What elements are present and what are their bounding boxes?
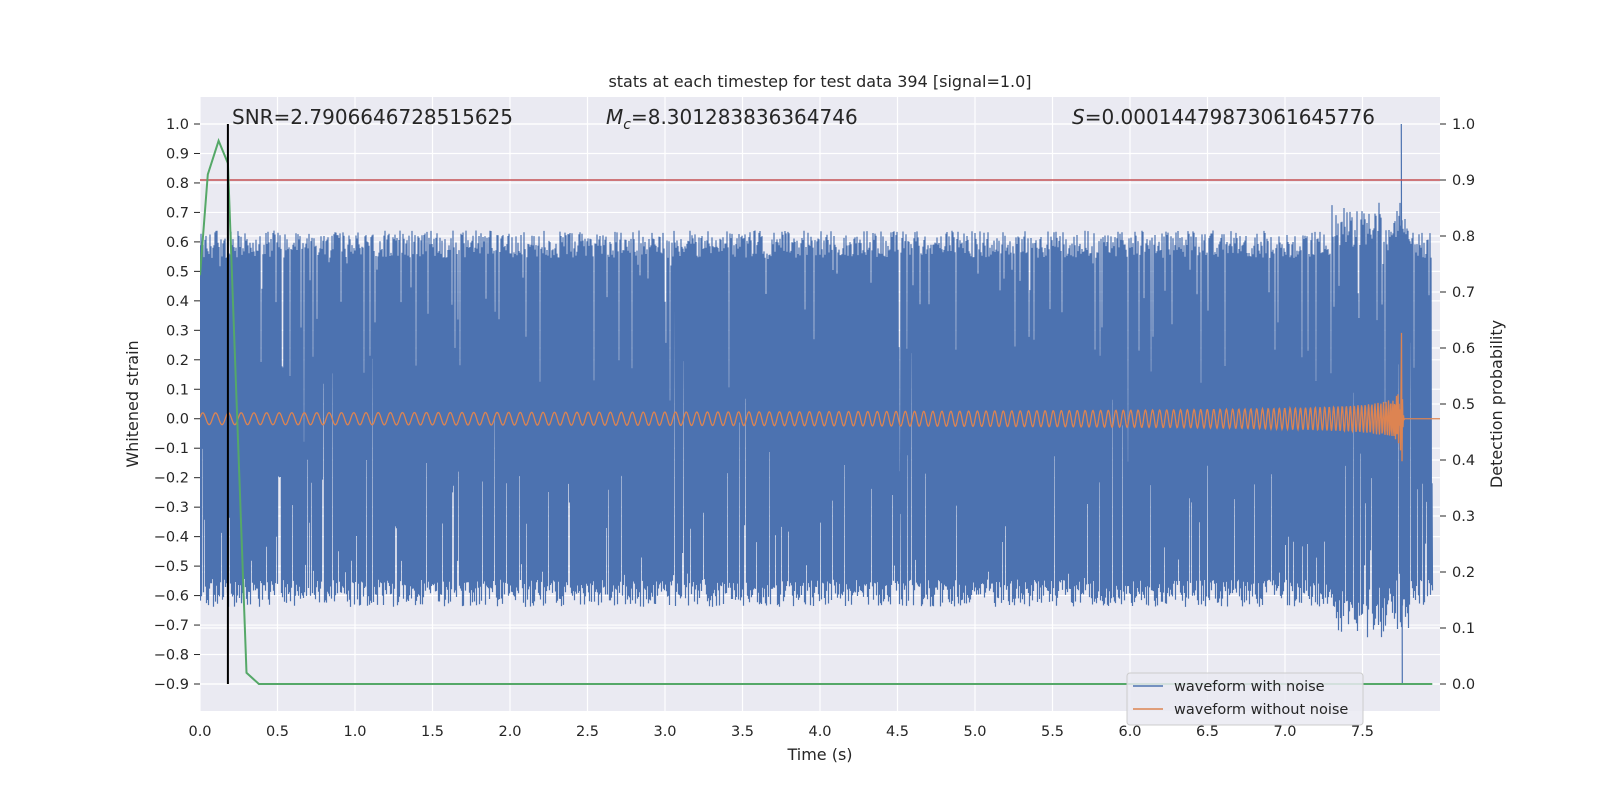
- x-tick-label: 0.0: [188, 724, 211, 740]
- y-right-tick-label: 0.9: [1452, 173, 1475, 189]
- y-left-tick-label: 0.0: [166, 412, 189, 428]
- x-tick-label: 6.5: [1196, 724, 1219, 740]
- y-left-tick-label: 0.9: [166, 146, 189, 162]
- legend-noise-label: waveform with noise: [1174, 679, 1325, 695]
- y-left-tick-label: 0.1: [166, 382, 189, 398]
- y-right-tick-label: 0.5: [1452, 397, 1475, 413]
- x-tick-label: 4.0: [808, 724, 831, 740]
- y-right-tick-label: 0.7: [1452, 285, 1475, 301]
- x-tick-label: 3.5: [731, 724, 754, 740]
- y-left-tick-label: 0.8: [166, 176, 189, 192]
- x-axis-ticks: 0.0 0.5 1.0 1.5 2.0 2.5 3.0 3.5 4.0 4.5 5.0 5.5 6.0 6…: [188, 724, 1374, 740]
- y-left-tick-label: −0.1: [154, 441, 189, 457]
- y-left-tick-label: −0.7: [154, 618, 189, 634]
- legend-clean-label: waveform without noise: [1174, 702, 1348, 718]
- x-tick-label: 7.5: [1351, 724, 1374, 740]
- x-tick-label: 7.0: [1273, 724, 1296, 740]
- chirp-mass-annotation: Mc=8.301283836364746: [606, 105, 858, 133]
- x-tick-label: 4.5: [886, 724, 909, 740]
- legend: waveform with noise waveform without noi…: [1126, 672, 1364, 726]
- y-right-tick-label: 0.4: [1452, 453, 1475, 469]
- y-left-tick-label: −0.6: [154, 589, 189, 605]
- y-left-tick-label: 0.2: [166, 353, 189, 369]
- y-axis-right-label: Detection probability: [1487, 320, 1506, 488]
- y-right-tick-label: 0.6: [1452, 341, 1475, 357]
- y-left-tick-label: −0.9: [154, 677, 189, 693]
- x-tick-label: 1.5: [421, 724, 444, 740]
- y-left-tick-label: 0.7: [166, 205, 189, 221]
- y-right-tick-label: 0.3: [1452, 509, 1475, 525]
- y-right-tick-label: 1.0: [1452, 117, 1475, 133]
- waveform-without-noise-line: [200, 332, 1440, 462]
- y-right-tick-label: 0.1: [1452, 621, 1475, 637]
- y-right-tick-label: 0.0: [1452, 677, 1475, 693]
- y-right-tick-label: 0.8: [1452, 229, 1475, 245]
- y-axis-left-ticks: 1.0 0.9 0.8 0.7 0.6 0.5 0.4 0.3 0.2 0.1 0.0 −0.1 −0.…: [154, 117, 200, 693]
- x-tick-label: 3.0: [653, 724, 676, 740]
- x-tick-label: 6.0: [1118, 724, 1141, 740]
- x-tick-label: 0.5: [266, 724, 289, 740]
- chart-title: stats at each timestep for test data 394…: [608, 72, 1031, 91]
- x-axis-label: Time (s): [786, 745, 852, 764]
- x-tick-label: 5.0: [963, 724, 986, 740]
- y-left-tick-label: −0.2: [154, 471, 189, 487]
- y-left-tick-label: −0.3: [154, 500, 189, 516]
- y-left-tick-label: −0.8: [154, 648, 189, 664]
- y-axis-left-label: Whitened strain: [123, 340, 142, 467]
- snr-annotation: SNR=2.7906646728515625: [232, 105, 513, 129]
- y-left-tick-label: −0.4: [154, 530, 189, 546]
- x-tick-label: 5.5: [1041, 724, 1064, 740]
- detection-probability-line: [200, 137, 1433, 685]
- y-right-tick-label: 0.2: [1452, 565, 1475, 581]
- y-left-tick-label: 0.5: [166, 264, 189, 280]
- legend-box: [1126, 672, 1364, 726]
- y-left-tick-label: 0.3: [166, 323, 189, 339]
- y-left-tick-label: −0.5: [154, 559, 189, 575]
- y-left-tick-label: 0.4: [166, 294, 189, 310]
- x-tick-label: 2.5: [576, 724, 599, 740]
- x-tick-label: 2.0: [498, 724, 521, 740]
- plot-content: [200, 123, 1440, 685]
- y-left-tick-label: 0.6: [166, 235, 189, 251]
- x-tick-label: 1.0: [343, 724, 366, 740]
- s-statistic-annotation: S=0.00014479873061645776: [1072, 105, 1375, 129]
- y-left-tick-label: 1.0: [166, 117, 189, 133]
- y-axis-right-ticks: 1.0 0.9 0.8 0.7 0.6 0.5 0.4 0.3 0.2 0.1 0.0: [1440, 117, 1475, 693]
